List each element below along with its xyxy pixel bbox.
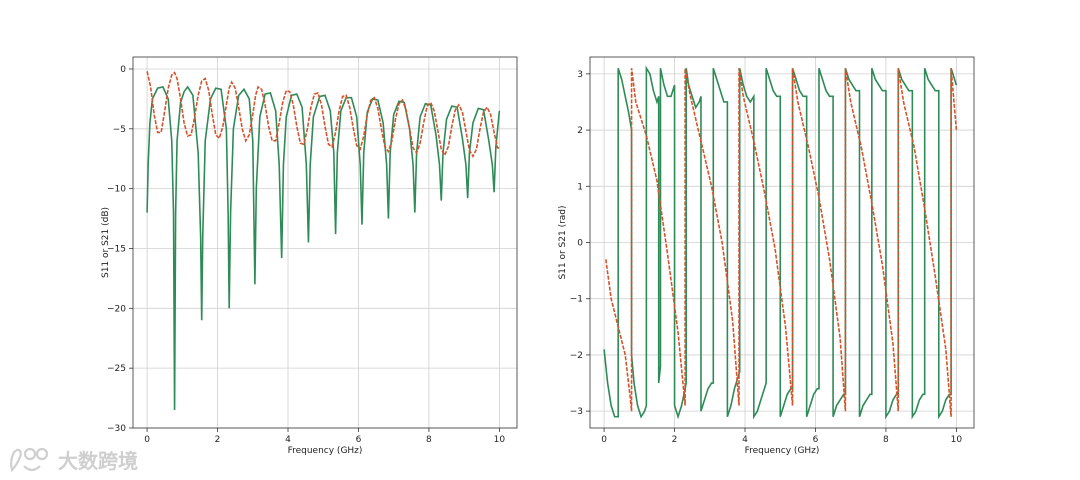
- series-line-0: [146, 85, 501, 411]
- y-tick-label: 2: [577, 126, 583, 136]
- magnitude-chart: 0 2 4 6 8 10 0 −5 −10 −15 −20 −25 −30 Frequency (GHz)…: [101, 56, 518, 456]
- x-tick-label: 10: [494, 435, 506, 445]
- x-tick-label: 2: [672, 435, 678, 445]
- y-tick-label: 0: [577, 239, 583, 249]
- y-axis-label: S11 or S21 (dB): [101, 207, 111, 278]
- y-tick-label: 0: [120, 65, 126, 75]
- series-line-1: [146, 71, 500, 159]
- y-tick-label: −15: [107, 244, 126, 254]
- x-tick-label: 10: [951, 435, 963, 445]
- y-tick-label: 1: [577, 182, 583, 192]
- y-tick-label: −30: [107, 424, 126, 434]
- x-tick-label: 4: [285, 435, 291, 445]
- plot-frame: [132, 56, 518, 429]
- x-tick-label: 6: [813, 435, 819, 445]
- x-tick-label: 6: [356, 435, 362, 445]
- x-tick-label: 0: [601, 435, 607, 445]
- x-tick-label: 8: [883, 435, 889, 445]
- x-tick-label: 8: [426, 435, 432, 445]
- y-tick-label: 3: [577, 70, 583, 80]
- y-tick-label: −2: [570, 351, 583, 361]
- x-axis-label: Frequency (GHz): [745, 446, 820, 456]
- y-tick-label: −10: [107, 185, 126, 195]
- watermark-text: 大数跨境: [58, 448, 138, 473]
- series-line-1: [605, 68, 958, 417]
- watermark: 大数跨境: [8, 444, 138, 474]
- y-tick-label: −20: [107, 304, 126, 314]
- x-tick-label: 0: [144, 435, 150, 445]
- y-axis-label: S11 or S21 (rad): [558, 205, 568, 279]
- y-tick-label: −25: [107, 364, 126, 374]
- x-axis-label: Frequency (GHz): [288, 446, 363, 456]
- y-tick-label: −5: [113, 125, 126, 135]
- y-tick-label: −1: [570, 295, 583, 305]
- y-tick-label: −3: [570, 407, 583, 417]
- logo-icon: [10, 447, 49, 473]
- x-tick-label: 2: [215, 435, 221, 445]
- x-tick-label: 4: [742, 435, 748, 445]
